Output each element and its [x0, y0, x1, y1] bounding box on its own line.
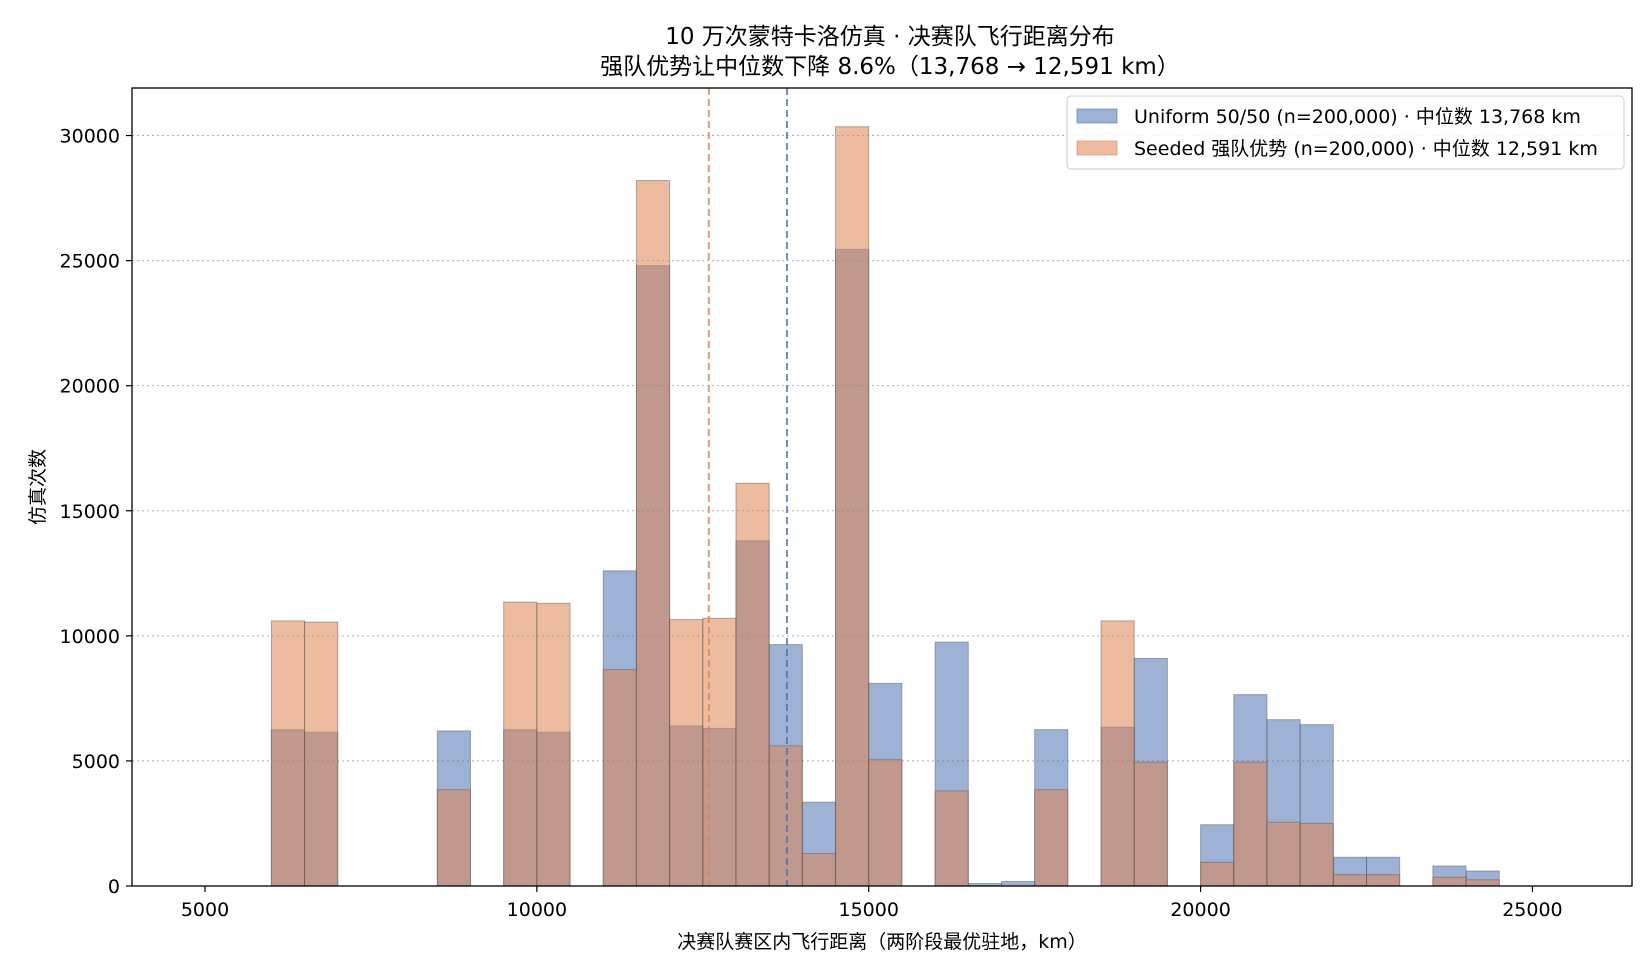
bar-seeded [1133, 761, 1168, 887]
legend-label-uniform: Uniform 50/50 (n=200,000) · 中位数 13,768 k… [1134, 106, 1581, 128]
bar-seeded [1100, 620, 1135, 887]
legend-box [1066, 95, 1625, 170]
median-layer [707, 88, 788, 886]
bar-seeded [1366, 874, 1401, 887]
bar-seeded [1266, 821, 1301, 887]
bar-seeded [669, 619, 704, 887]
bar-seeded [270, 620, 306, 887]
legend-swatch-seeded [1076, 140, 1118, 156]
bar-seeded [536, 602, 571, 887]
x-tick-label: 10000 [507, 899, 567, 921]
x-tick-label: 20000 [1170, 899, 1230, 921]
y-axis-label: 仿真次数 [27, 449, 49, 525]
legend-label-seeded: Seeded 强队优势 (n=200,000) · 中位数 12,591 km [1134, 138, 1598, 160]
bar-seeded [934, 790, 969, 887]
x-tick-label: 15000 [838, 899, 898, 921]
chart-title-line1: 10 万次蒙特卡洛仿真 · 决赛队飞行距离分布 [665, 24, 1115, 50]
bar-seeded [1332, 874, 1368, 887]
legend: Uniform 50/50 (n=200,000) · 中位数 13,768 k… [1066, 95, 1625, 170]
bar-seeded [835, 126, 870, 887]
bar-seeded [304, 621, 339, 887]
bar-seeded [1432, 876, 1467, 887]
x-axis-label: 决赛队赛区内飞行距离（两阶段最优驻地，km） [677, 931, 1087, 953]
bar-seeded [1034, 789, 1069, 887]
chart-title-line2: 强队优势让中位数下降 8.6%（13,768 → 12,591 km） [600, 54, 1180, 80]
x-tick-label: 5000 [181, 899, 229, 921]
bar-seeded [1299, 822, 1334, 887]
bar-seeded [735, 482, 770, 887]
bar-seeded [1233, 761, 1268, 887]
bar-seeded [602, 669, 637, 887]
y-tick-label: 15000 [60, 501, 120, 523]
y-tick-label: 25000 [60, 251, 120, 273]
bar-seeded [503, 601, 538, 887]
y-tick-label: 0 [108, 876, 120, 898]
grid-layer [132, 135, 1632, 762]
bars-layer [270, 126, 1500, 887]
bar-seeded [702, 617, 737, 887]
bar-seeded [801, 852, 837, 887]
bar-seeded [1465, 879, 1500, 887]
bar-seeded [868, 759, 903, 887]
y-tick-label: 20000 [60, 376, 120, 398]
plot-frame [131, 87, 1633, 887]
bar-uniform [1000, 880, 1036, 887]
x-tick-label: 25000 [1502, 899, 1562, 921]
legend-swatch-uniform [1076, 108, 1118, 124]
ticks-layer: 0 5000 10000 15000 20000 25000 30000 5000 10000 1… [60, 126, 1563, 921]
y-tick-label: 5000 [72, 751, 120, 773]
y-tick-label: 30000 [60, 126, 120, 148]
bar-seeded [635, 180, 671, 887]
bar-seeded [768, 745, 803, 887]
bar-seeded [436, 789, 471, 887]
bar-seeded [1200, 861, 1235, 887]
y-tick-label: 10000 [60, 626, 120, 648]
